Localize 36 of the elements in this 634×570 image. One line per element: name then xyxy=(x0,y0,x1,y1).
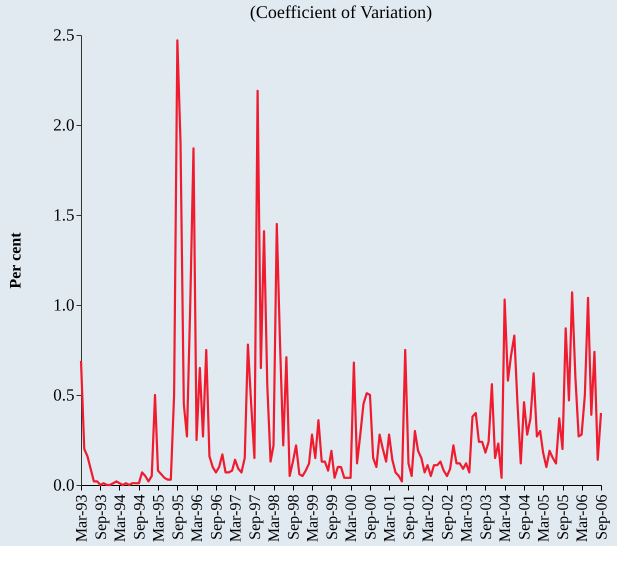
chart-title: (Coefficient of Variation) xyxy=(250,2,432,22)
y-tick-label: 1.5 xyxy=(53,206,74,224)
x-tick-label: Mar-96 xyxy=(189,494,206,542)
x-tick-label: Sep-93 xyxy=(92,494,110,540)
x-tick-label: Mar-03 xyxy=(458,494,476,542)
x-tick-label: Sep-01 xyxy=(400,494,418,540)
x-tick-label: Sep-04 xyxy=(516,494,534,540)
x-tick-label: Mar-99 xyxy=(304,494,322,542)
x-tick-label: Mar-94 xyxy=(112,494,129,542)
y-axis-title: Per cent xyxy=(7,232,24,289)
x-tick-label: Sep-06 xyxy=(594,494,610,540)
y-tick-label: 0.5 xyxy=(53,386,74,404)
x-tick-label: Sep-05 xyxy=(555,494,572,540)
x-tick-label: Mar-93 xyxy=(74,494,90,542)
x-tick-label: Mar-04 xyxy=(497,494,514,542)
x-tick-label: Mar-00 xyxy=(343,494,360,542)
x-tick-label: Sep-99 xyxy=(324,494,341,540)
x-tick-label: Sep-94 xyxy=(131,494,148,540)
y-tick-label: 2.0 xyxy=(53,116,74,134)
x-tick-label: Mar-95 xyxy=(150,494,168,542)
y-tick-label: 1.0 xyxy=(53,296,74,314)
x-tick-label: Sep-03 xyxy=(478,494,495,540)
x-tick-label: Sep-02 xyxy=(439,494,456,540)
x-tick-label: Sep-96 xyxy=(208,494,226,540)
x-tick-label: Sep-97 xyxy=(246,494,264,540)
x-tick-label: Mar-01 xyxy=(382,494,399,542)
y-tick-label: 0.0 xyxy=(53,476,74,494)
x-tick-label: Sep-98 xyxy=(285,494,302,540)
x-tick-label: Sep-00 xyxy=(362,494,380,540)
x-tick-label: Mar-02 xyxy=(420,494,438,542)
x-tick-label: Mar-98 xyxy=(266,494,284,542)
x-tick-label: Sep-95 xyxy=(170,494,187,540)
y-tick-label: 2.5 xyxy=(53,26,74,44)
x-tick-label: Mar-97 xyxy=(228,494,245,542)
x-tick-label: Mar-06 xyxy=(574,494,592,542)
x-tick-label: Mar-05 xyxy=(536,494,553,542)
